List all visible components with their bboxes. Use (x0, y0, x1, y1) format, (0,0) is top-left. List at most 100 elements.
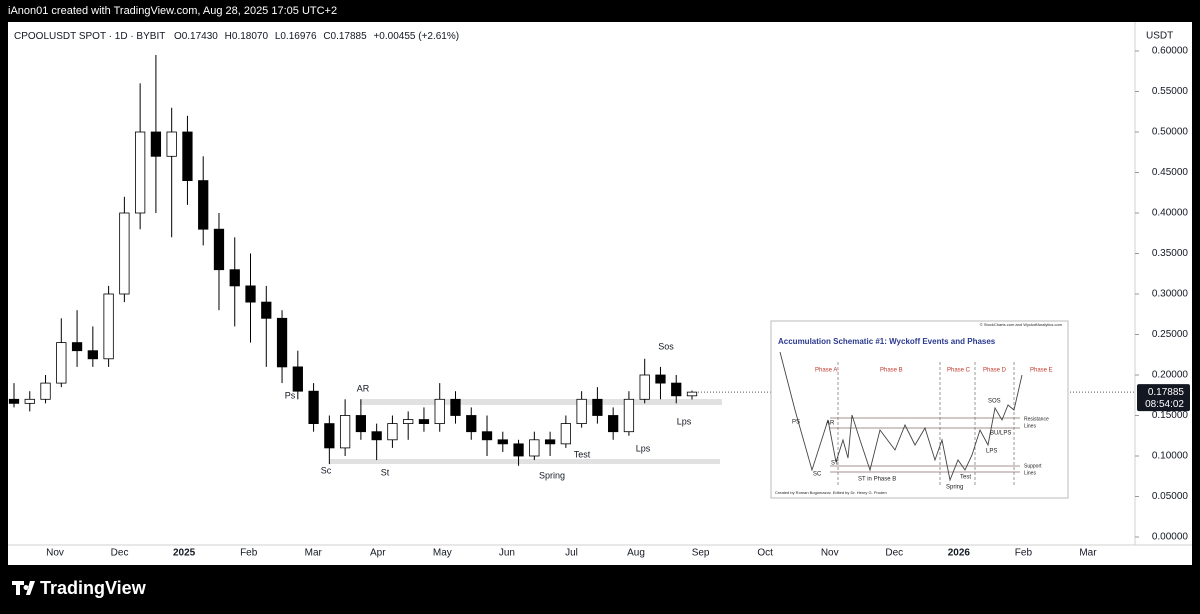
candle-body (339, 415, 351, 449)
y-tick-label: 0.40000 (1152, 208, 1189, 219)
line-label: Support (1024, 463, 1042, 469)
candle-body (544, 439, 556, 445)
inset-copyright: © StockCharts.com and WyckoffAnalytics.c… (980, 322, 1063, 327)
symbol: CPOOLUSDT SPOT · 1D · BYBIT (14, 31, 165, 42)
annotation: Ps (285, 390, 296, 400)
candle-body (639, 374, 650, 400)
symbol-legend: CPOOLUSDT SPOT · 1D · BYBIT O0.17430 H0.… (14, 31, 459, 42)
candle-body (261, 301, 272, 319)
y-tick-label: 0.45000 (1152, 167, 1189, 178)
candle-body (608, 415, 619, 433)
event-label: PS (792, 420, 800, 426)
line-label: Resistance (1024, 416, 1049, 422)
y-tick-label: 0.60000 (1152, 46, 1189, 57)
candle-body (592, 398, 603, 416)
y-tick-label: 0.35000 (1152, 248, 1189, 259)
candle-body (40, 382, 51, 400)
candle-body (56, 342, 67, 384)
y-tick-label: 0.50000 (1152, 127, 1189, 138)
candle-body (198, 180, 209, 230)
ohlc: C0.17885 (323, 31, 367, 42)
candle-body (481, 431, 493, 441)
candle-body (324, 423, 335, 449)
candle-body (450, 398, 461, 416)
candle-body (513, 443, 524, 457)
x-tick-label: Nov (821, 548, 839, 559)
inset-title: Accumulation Schematic #1: Wyckoff Event… (778, 337, 996, 346)
x-tick-label: Feb (240, 548, 258, 559)
y-tick-label: 0.20000 (1152, 370, 1189, 381)
x-tick-label: Jul (565, 548, 578, 559)
phase-label: Phase B (880, 368, 903, 374)
candle-body (166, 131, 177, 157)
y-tick-label: 0.10000 (1152, 451, 1189, 462)
phase-label: Phase C (947, 368, 971, 374)
last-price: 0.17885 (1148, 387, 1185, 398)
candle-body (213, 228, 225, 271)
y-tick-label: 0.30000 (1152, 289, 1189, 300)
wyckoff-inset: © StockCharts.com and WyckoffAnalytics.c… (770, 320, 1069, 499)
y-tick-label: 0.05000 (1152, 491, 1189, 502)
candle-body (71, 342, 83, 352)
event-label: AR (826, 421, 835, 427)
annotation: Spring (539, 470, 565, 480)
y-tick-label: 0.55000 (1152, 86, 1189, 97)
y-tick-label: 0.00000 (1152, 532, 1189, 543)
x-tick-label: Apr (370, 548, 386, 559)
candle-body (135, 131, 146, 214)
price-path (779, 351, 1023, 482)
candle-body (655, 374, 666, 384)
resistance-zone (360, 399, 722, 405)
candle-body (576, 398, 587, 424)
currency: USDT (1146, 31, 1173, 42)
inset-frame (770, 320, 1069, 499)
countdown: 08:54:02 (1145, 399, 1184, 410)
ohlc: H0.18070 (225, 31, 269, 42)
ohlc: L0.16976 (275, 31, 317, 42)
x-tick-label: Mar (305, 548, 323, 559)
x-tick-label: Jun (499, 548, 515, 559)
event-label: SOS (988, 399, 1001, 405)
candle-body (245, 285, 256, 303)
candle-body (103, 293, 114, 360)
candle-body (119, 212, 130, 295)
brand-name: TradingView (40, 578, 147, 598)
event-label: LPS (986, 449, 997, 455)
phase-dividers (837, 362, 1015, 485)
candle-body (355, 415, 367, 433)
line-label: Lines (1024, 470, 1036, 476)
candle-body (434, 398, 445, 424)
x-tick-label: Mar (1079, 548, 1097, 559)
candle-body (229, 269, 240, 287)
x-tick-label: May (433, 548, 452, 559)
annotation: Sc (321, 465, 332, 475)
candle-body (497, 439, 508, 445)
event-label: Spring (946, 485, 963, 491)
annotation: Sos (658, 341, 674, 351)
event-label: ST (831, 461, 839, 467)
candle-body (671, 382, 682, 397)
phase-label: Phase D (983, 368, 1007, 374)
annotation: Lps (636, 443, 651, 453)
candle-body (403, 419, 414, 424)
candle-body (418, 419, 430, 424)
candle-body (292, 366, 303, 392)
x-tick-label: Oct (757, 548, 773, 559)
event-label: ST in Phase B (858, 477, 896, 483)
brand: TradingView (12, 578, 147, 598)
event-label: BU/LPS (990, 431, 1011, 437)
x-tick-label: 2025 (173, 548, 196, 559)
candle-body (686, 391, 698, 397)
line-label: Lines (1024, 423, 1036, 429)
x-tick-label: Aug (627, 548, 645, 559)
candle-body (308, 390, 319, 425)
last-price-box (1137, 384, 1190, 412)
ohlc: O0.17430 (174, 31, 218, 42)
candle-body (8, 398, 20, 404)
y-tick-label: 0.25000 (1152, 329, 1189, 340)
x-tick-label: Dec (885, 548, 903, 559)
candle-body (276, 317, 288, 368)
y-tick-label: 0.15000 (1152, 410, 1189, 421)
x-tick-label: Nov (46, 548, 64, 559)
